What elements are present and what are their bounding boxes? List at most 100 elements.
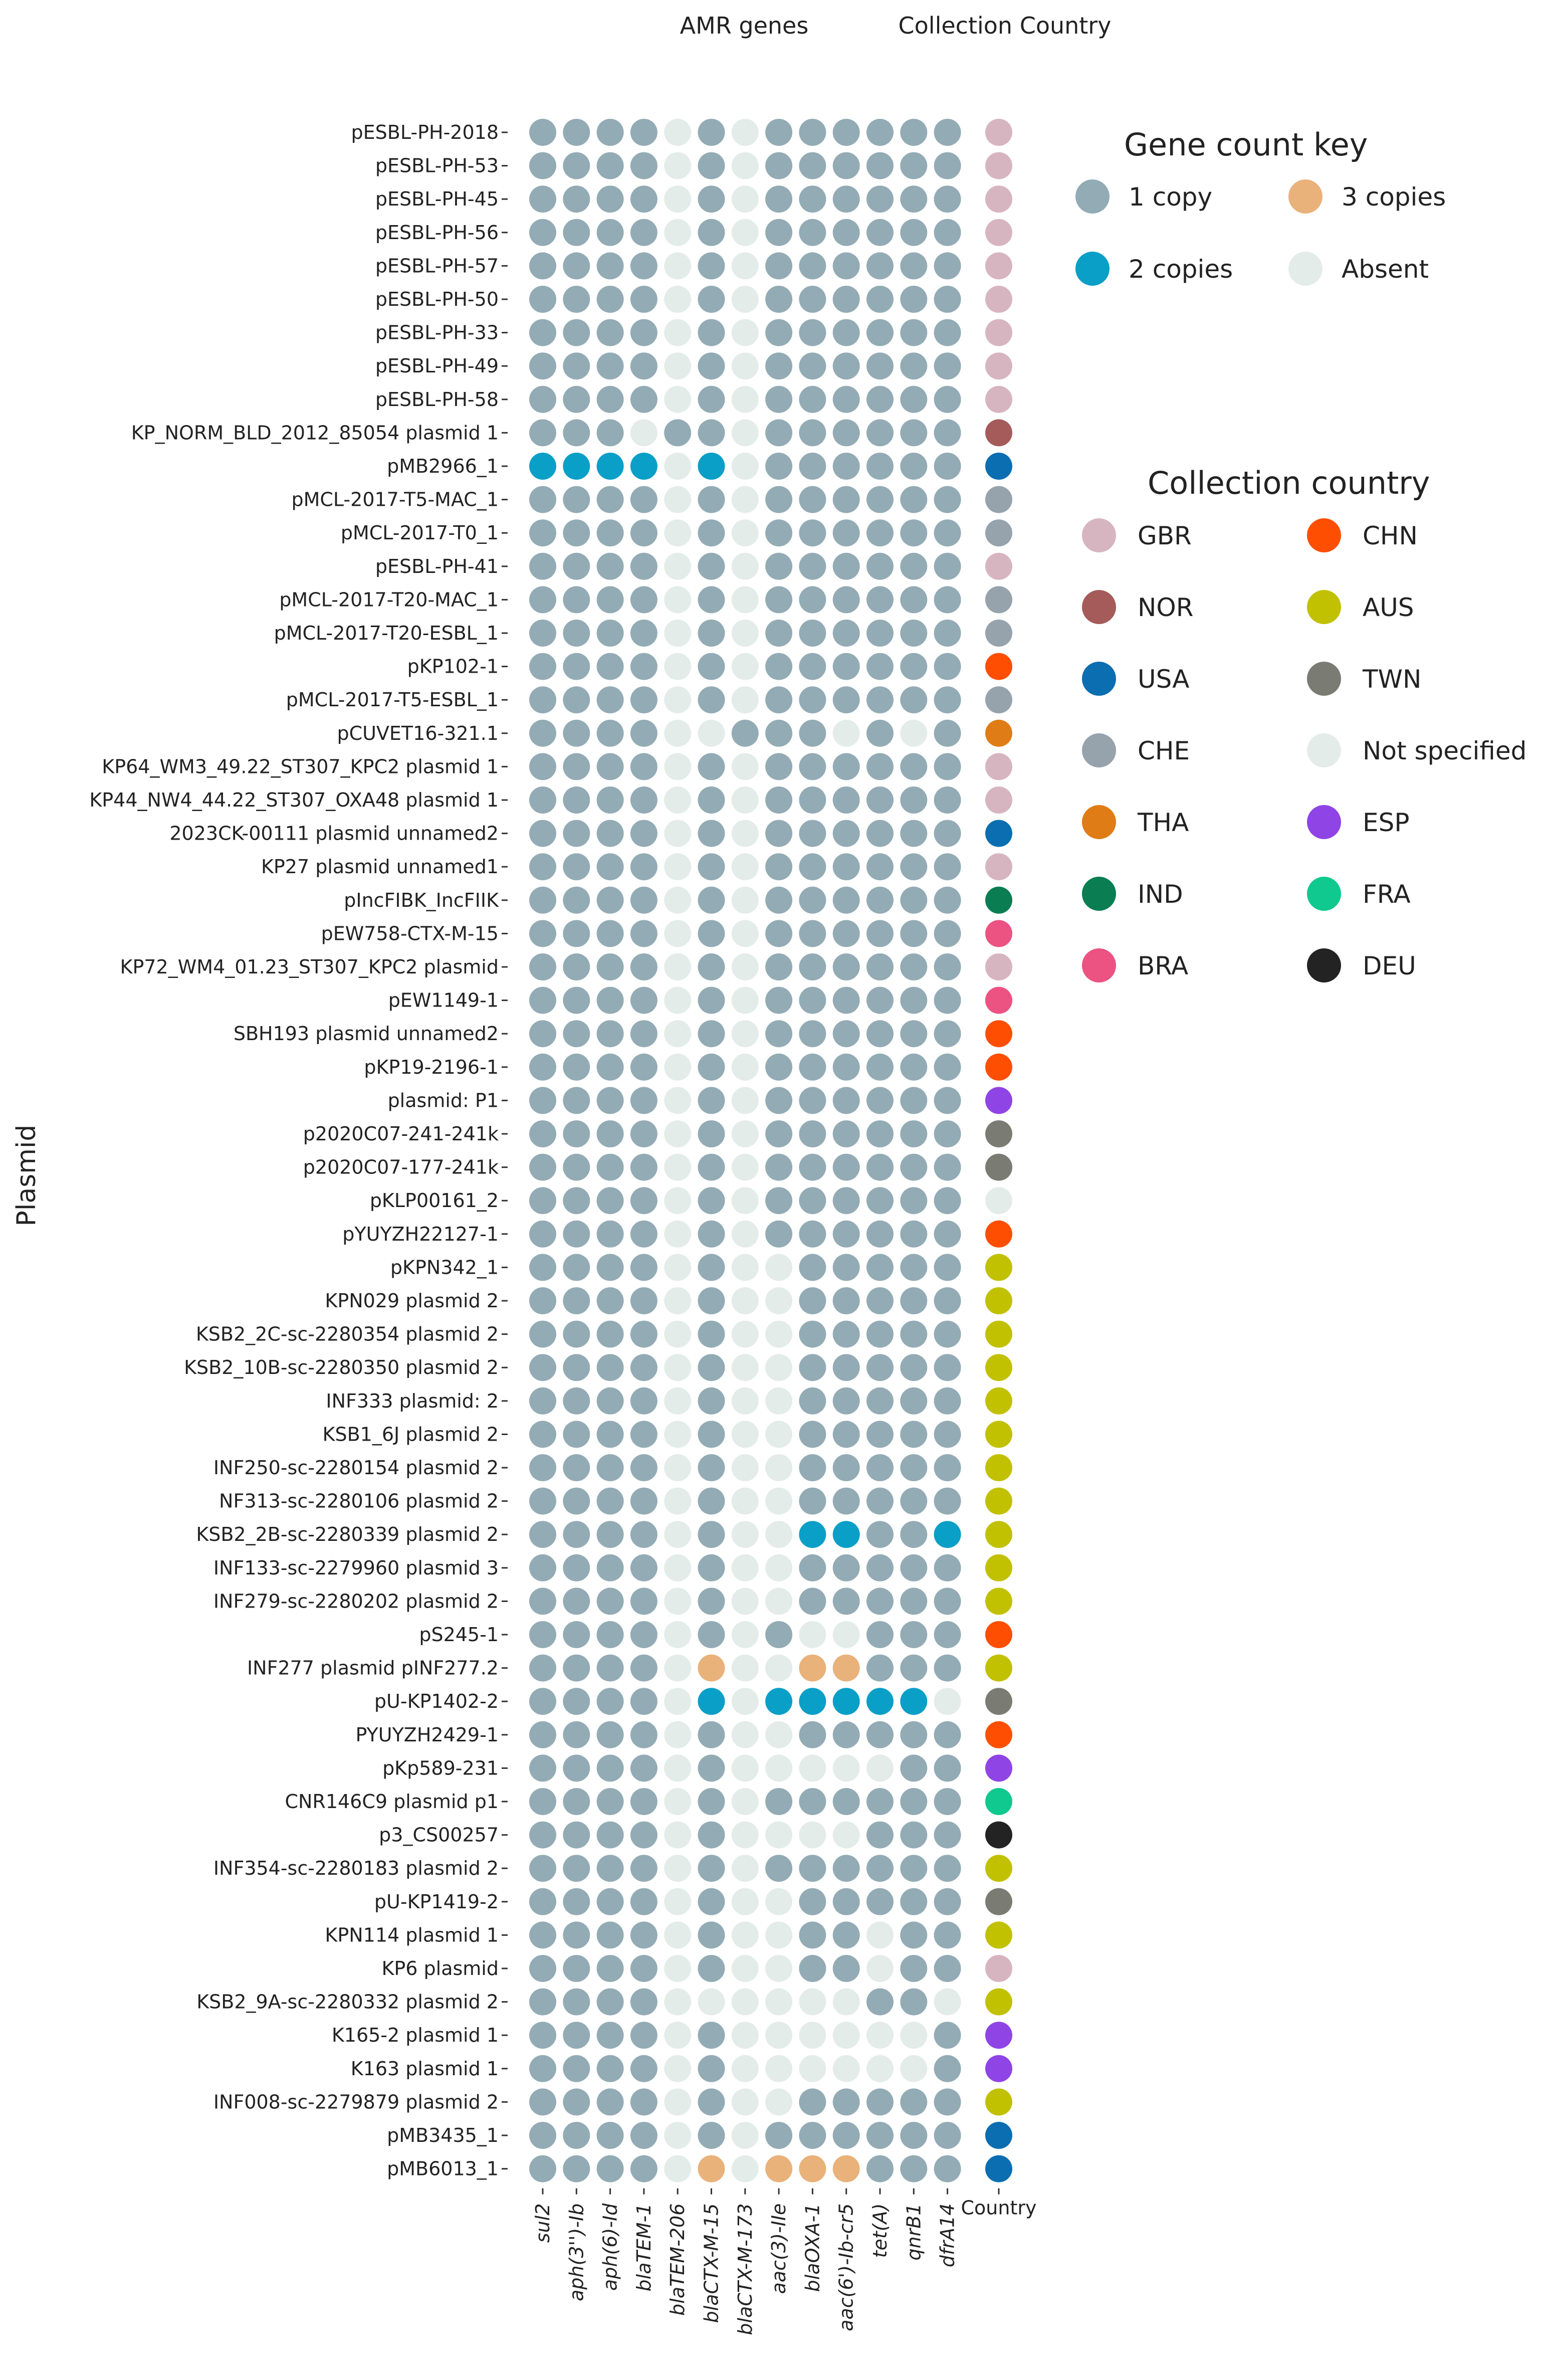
gene-dot — [731, 853, 759, 881]
gene-dot — [832, 1955, 860, 1982]
country-dot — [985, 1487, 1012, 1515]
country-dot — [985, 686, 1012, 714]
plasmid-row: KP_NORM_BLD_2012_85054 plasmid 1 — [131, 419, 1012, 447]
gene-dot — [799, 319, 826, 346]
gene-dot — [900, 986, 928, 1014]
gene-dot — [900, 586, 928, 614]
gene-dot — [799, 1621, 826, 1648]
gene-dot — [596, 1254, 624, 1281]
gene-dot — [934, 219, 961, 246]
plasmid-label: KSB2_2B-sc-2280339 plasmid 2 — [196, 1523, 499, 1545]
gene-dot — [698, 986, 725, 1014]
gene-dot — [664, 185, 692, 213]
gene-dot — [596, 2122, 624, 2149]
gene-dot — [866, 552, 894, 580]
gene-dot — [630, 319, 657, 346]
gene-dot — [630, 486, 657, 513]
country-dot — [985, 1120, 1012, 1147]
gene-dot — [596, 853, 624, 881]
gene-dot — [866, 1955, 894, 1982]
country-key-title: Collection country — [1148, 465, 1430, 501]
gene-dot — [765, 1921, 793, 1949]
gene-dot — [664, 1120, 692, 1147]
gene-dot — [596, 1921, 624, 1949]
gene-dot — [934, 352, 961, 380]
plasmid-row: KP27 plasmid unnamed1 — [261, 853, 1012, 881]
gene-dot — [765, 1187, 793, 1215]
gene-dot — [799, 419, 826, 447]
gene-dot — [529, 1855, 556, 1882]
gene-dot — [563, 2088, 590, 2116]
gene-dot — [630, 1988, 657, 2016]
gene-dot — [934, 1187, 961, 1215]
gene-dot — [934, 519, 961, 547]
gene-dot — [596, 786, 624, 814]
country-dot — [985, 1020, 1012, 1048]
gene-dot — [731, 486, 759, 513]
plasmid-label: pKLP00161_2 — [370, 1189, 499, 1212]
gene-dot — [934, 986, 961, 1014]
gene-dot — [529, 1454, 556, 1481]
gene-dot — [698, 1788, 725, 1815]
gene-dot — [596, 1654, 624, 1682]
gene-dot — [529, 252, 556, 280]
gene-dot — [596, 1688, 624, 1715]
gene-dot — [832, 1320, 860, 1348]
gene-dot — [596, 1153, 624, 1181]
gene-dot — [596, 385, 624, 413]
gene-dot — [866, 1688, 894, 1715]
plasmid-label: pKPN342_1 — [390, 1256, 499, 1278]
country-dot — [985, 1621, 1012, 1648]
gene-dot — [596, 1320, 624, 1348]
gene-dot — [731, 2155, 759, 2183]
gene-dot — [900, 252, 928, 280]
gene-dot — [630, 2155, 657, 2183]
country-dot — [985, 519, 1012, 547]
plasmid-label: pKP19-2196-1 — [364, 1056, 499, 1078]
plasmid-row: 2023CK-00111 plasmid unnamed2 — [169, 820, 1012, 847]
gene-dot — [664, 486, 692, 513]
gene-dot — [664, 1955, 692, 1982]
gene-label: blaCTX-M-173 — [734, 2204, 756, 2335]
gene-dot — [765, 1320, 793, 1348]
country-key-label: FRA — [1363, 880, 1411, 909]
gene-dot — [866, 719, 894, 747]
plasmid-row: pCUVET16-321.1 — [337, 719, 1012, 747]
country-key-swatch — [1082, 948, 1116, 982]
gene-dot — [832, 1988, 860, 2016]
plasmid-label: K165-2 plasmid 1 — [332, 2024, 499, 2046]
plasmid-label: INF008-sc-2279879 plasmid 2 — [213, 2091, 499, 2113]
gene-dot — [630, 519, 657, 547]
gene-dot — [731, 2122, 759, 2149]
gene-dot — [832, 820, 860, 847]
gene-dot — [563, 1554, 590, 1581]
gene-dot — [866, 2122, 894, 2149]
gene-dot — [731, 2055, 759, 2082]
gene-dot — [832, 1053, 860, 1081]
gene-dot — [563, 2022, 590, 2049]
gene-dot — [630, 986, 657, 1014]
plasmid-row: pMCL-2017-T0_1 — [341, 519, 1012, 547]
plasmid-label: pMCL-2017-T20-ESBL_1 — [274, 622, 499, 644]
gene-dot — [866, 753, 894, 780]
gene-dot — [563, 1521, 590, 1548]
gene-dot — [731, 519, 759, 547]
gene-dot — [731, 786, 759, 814]
gene-dot — [799, 1220, 826, 1248]
gene-dot — [698, 1287, 725, 1314]
gene-dot — [596, 1621, 624, 1648]
plasmid-row: KSB2_10B-sc-2280350 plasmid 2 — [184, 1354, 1012, 1381]
gene-dot — [832, 152, 860, 179]
gene-dot — [799, 1988, 826, 2016]
gene-dot — [900, 1087, 928, 1114]
gene-dot — [900, 519, 928, 547]
gene-dot — [934, 286, 961, 313]
gene-dot — [832, 286, 860, 313]
gene-dot — [596, 286, 624, 313]
country-key-swatch — [1307, 590, 1341, 624]
gene-dot — [529, 853, 556, 881]
gene-dot — [596, 920, 624, 947]
country-key-label: IND — [1138, 880, 1183, 909]
gene-dot — [630, 653, 657, 680]
country-column-label: Country — [961, 2197, 1037, 2219]
